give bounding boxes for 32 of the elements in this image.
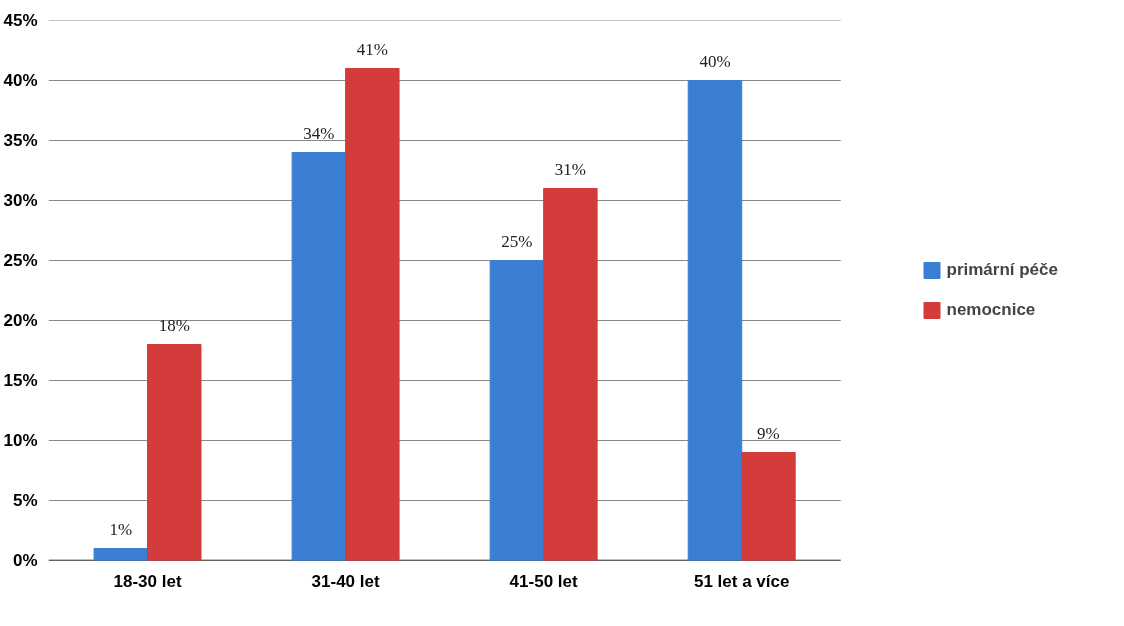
y-tick-label: 0%	[12, 551, 38, 570]
y-tick-label: 40%	[3, 71, 38, 90]
data-label: 31%	[554, 159, 586, 179]
legend-label: nemocnice	[946, 300, 1036, 320]
y-tick-label: 35%	[3, 131, 38, 150]
y-tick-label: 25%	[3, 251, 38, 270]
bar	[147, 344, 202, 561]
bar	[291, 152, 347, 561]
data-label: 9%	[757, 423, 780, 443]
data-label: 41%	[356, 39, 388, 59]
bar	[741, 452, 796, 561]
data-label: 18%	[158, 315, 190, 335]
x-tick-label: 18-30 let	[113, 571, 182, 591]
y-tick-label: 5%	[12, 491, 38, 510]
data-label: 40%	[699, 51, 731, 71]
y-tick-label: 30%	[3, 191, 38, 210]
bar	[687, 80, 743, 561]
x-tick-label: 31-40 let	[311, 571, 380, 591]
x-tick-label: 51 let a více	[693, 571, 790, 591]
bar	[489, 260, 545, 561]
legend-label: primární péče	[946, 260, 1058, 280]
data-label: 25%	[501, 231, 533, 251]
data-label: 34%	[303, 123, 335, 143]
y-tick-label: 20%	[3, 311, 38, 330]
y-tick-label: 45%	[3, 11, 38, 30]
bar	[93, 548, 149, 561]
y-tick-label: 15%	[3, 371, 38, 390]
y-tick-label: 10%	[3, 431, 38, 450]
data-label: 1%	[109, 519, 133, 539]
bar	[543, 188, 598, 561]
x-tick-label: 41-50 let	[509, 571, 579, 591]
bar	[345, 68, 400, 561]
